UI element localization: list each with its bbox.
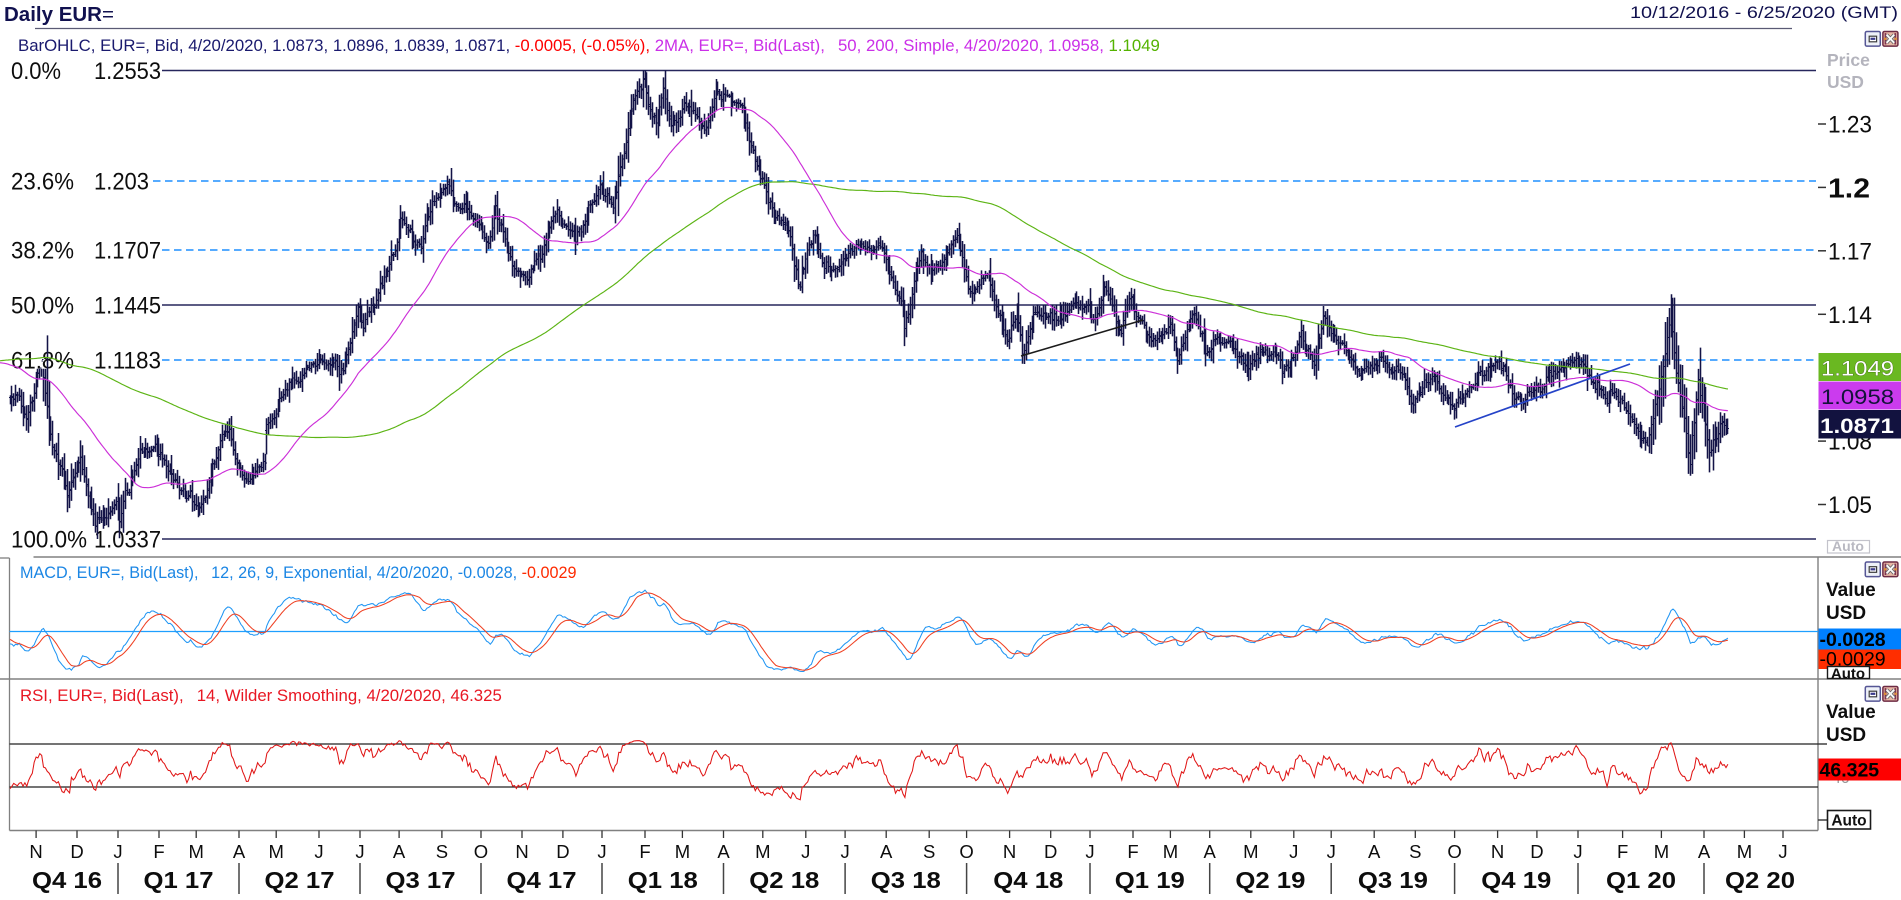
- svg-text:1.2: 1.2: [1828, 173, 1870, 204]
- svg-text:Q4 16: Q4 16: [32, 867, 102, 893]
- svg-text:M: M: [755, 841, 770, 862]
- svg-text:J: J: [1327, 841, 1336, 862]
- svg-text:S: S: [436, 841, 448, 862]
- svg-text:RSI, EUR=, Bid(Last), 14, Wil: RSI, EUR=, Bid(Last), 14, Wilder Smoothi…: [20, 686, 502, 705]
- svg-text:F: F: [639, 841, 650, 862]
- svg-text:M: M: [268, 841, 283, 862]
- svg-text:1.1183: 1.1183: [94, 348, 161, 375]
- svg-text:D: D: [1044, 841, 1057, 862]
- svg-text:A: A: [233, 841, 246, 862]
- svg-text:USD: USD: [1826, 603, 1866, 624]
- svg-text:Auto: Auto: [1831, 813, 1866, 830]
- svg-text:A: A: [717, 841, 730, 862]
- svg-text:Auto: Auto: [1831, 666, 1865, 683]
- svg-text:50.0%: 50.0%: [11, 293, 74, 320]
- svg-text:N: N: [29, 841, 42, 862]
- svg-text:1.17: 1.17: [1828, 239, 1872, 266]
- svg-text:Q3 18: Q3 18: [871, 867, 941, 893]
- svg-text:46.325: 46.325: [1820, 760, 1880, 782]
- svg-text:Q1 19: Q1 19: [1115, 867, 1185, 893]
- svg-text:F: F: [1617, 841, 1628, 862]
- svg-text:D: D: [556, 841, 569, 862]
- svg-text:Value: Value: [1826, 702, 1876, 723]
- svg-text:1.2553: 1.2553: [94, 58, 161, 85]
- svg-text:M: M: [1243, 841, 1258, 862]
- svg-text:M: M: [675, 841, 690, 862]
- svg-text:F: F: [1127, 841, 1138, 862]
- svg-text:Q2 19: Q2 19: [1235, 867, 1305, 893]
- svg-text:Value: Value: [1826, 580, 1876, 601]
- svg-text:J: J: [801, 841, 810, 862]
- svg-text:S: S: [923, 841, 935, 862]
- svg-text:1.0337: 1.0337: [94, 527, 161, 554]
- svg-text:J: J: [1289, 841, 1298, 862]
- svg-text:A: A: [1204, 841, 1217, 862]
- svg-text:J: J: [355, 841, 364, 862]
- svg-text:1.1445: 1.1445: [94, 293, 161, 320]
- svg-text:Q2 20: Q2 20: [1725, 867, 1795, 893]
- svg-text:1.203: 1.203: [94, 169, 149, 196]
- svg-text:USD: USD: [1827, 72, 1864, 92]
- svg-text:Q1 20: Q1 20: [1606, 867, 1676, 893]
- svg-text:M: M: [1737, 841, 1752, 862]
- svg-text:Q1 18: Q1 18: [628, 867, 698, 893]
- svg-text:0.0%: 0.0%: [11, 58, 61, 85]
- svg-text:J: J: [113, 841, 122, 862]
- svg-text:O: O: [1447, 841, 1461, 862]
- svg-text:J: J: [1085, 841, 1094, 862]
- svg-text:F: F: [153, 841, 164, 862]
- svg-text:Q2 18: Q2 18: [749, 867, 819, 893]
- svg-text:100.0%: 100.0%: [11, 527, 87, 554]
- svg-text:1.05: 1.05: [1828, 492, 1872, 519]
- svg-text:1.23: 1.23: [1828, 112, 1872, 139]
- svg-text:A: A: [1698, 841, 1711, 862]
- svg-text:1.1049: 1.1049: [1821, 357, 1894, 381]
- svg-text:M: M: [1654, 841, 1669, 862]
- svg-text:Q1 17: Q1 17: [144, 867, 214, 893]
- svg-text:USD: USD: [1826, 725, 1866, 746]
- svg-text:J: J: [1573, 841, 1582, 862]
- svg-text:1.14: 1.14: [1828, 302, 1872, 329]
- svg-text:D: D: [1530, 841, 1543, 862]
- svg-text:S: S: [1409, 841, 1421, 862]
- svg-text:38.2%: 38.2%: [11, 238, 74, 265]
- svg-text:Q3 19: Q3 19: [1358, 867, 1428, 893]
- svg-text:O: O: [474, 841, 488, 862]
- svg-text:A: A: [393, 841, 406, 862]
- svg-text:A: A: [880, 841, 893, 862]
- svg-text:J: J: [597, 841, 606, 862]
- svg-text:M: M: [1163, 841, 1178, 862]
- svg-text:Q4 18: Q4 18: [993, 867, 1063, 893]
- svg-text:M: M: [188, 841, 203, 862]
- svg-text:1.1707: 1.1707: [94, 238, 161, 265]
- svg-text:BarOHLC, EUR=, Bid, 4/20/2020,: BarOHLC, EUR=, Bid, 4/20/2020, 1.0873, 1…: [18, 36, 1160, 55]
- svg-text:Daily EUR=: Daily EUR=: [4, 3, 114, 26]
- svg-text:J: J: [314, 841, 323, 862]
- svg-text:Q4 19: Q4 19: [1481, 867, 1551, 893]
- svg-text:Q4 17: Q4 17: [507, 867, 577, 893]
- svg-text:1.0958: 1.0958: [1821, 385, 1894, 409]
- svg-text:Q3 17: Q3 17: [386, 867, 456, 893]
- svg-text:1.0871: 1.0871: [1820, 414, 1894, 438]
- svg-text:Auto: Auto: [1832, 538, 1864, 554]
- svg-text:Price: Price: [1827, 50, 1870, 70]
- svg-text:N: N: [1003, 841, 1016, 862]
- svg-text:J: J: [840, 841, 849, 862]
- svg-text:MACD, EUR=, Bid(Last), 12, 26: MACD, EUR=, Bid(Last), 12, 26, 9, Expone…: [20, 564, 577, 582]
- svg-text:A: A: [1368, 841, 1381, 862]
- svg-text:N: N: [1491, 841, 1504, 862]
- svg-text:J: J: [1778, 841, 1787, 862]
- svg-text:23.6%: 23.6%: [11, 169, 74, 196]
- svg-text:10/12/2016 - 6/25/2020 (GMT): 10/12/2016 - 6/25/2020 (GMT): [1630, 3, 1898, 22]
- svg-text:Q2 17: Q2 17: [265, 867, 335, 893]
- svg-text:D: D: [70, 841, 83, 862]
- svg-text:N: N: [515, 841, 528, 862]
- svg-text:O: O: [959, 841, 973, 862]
